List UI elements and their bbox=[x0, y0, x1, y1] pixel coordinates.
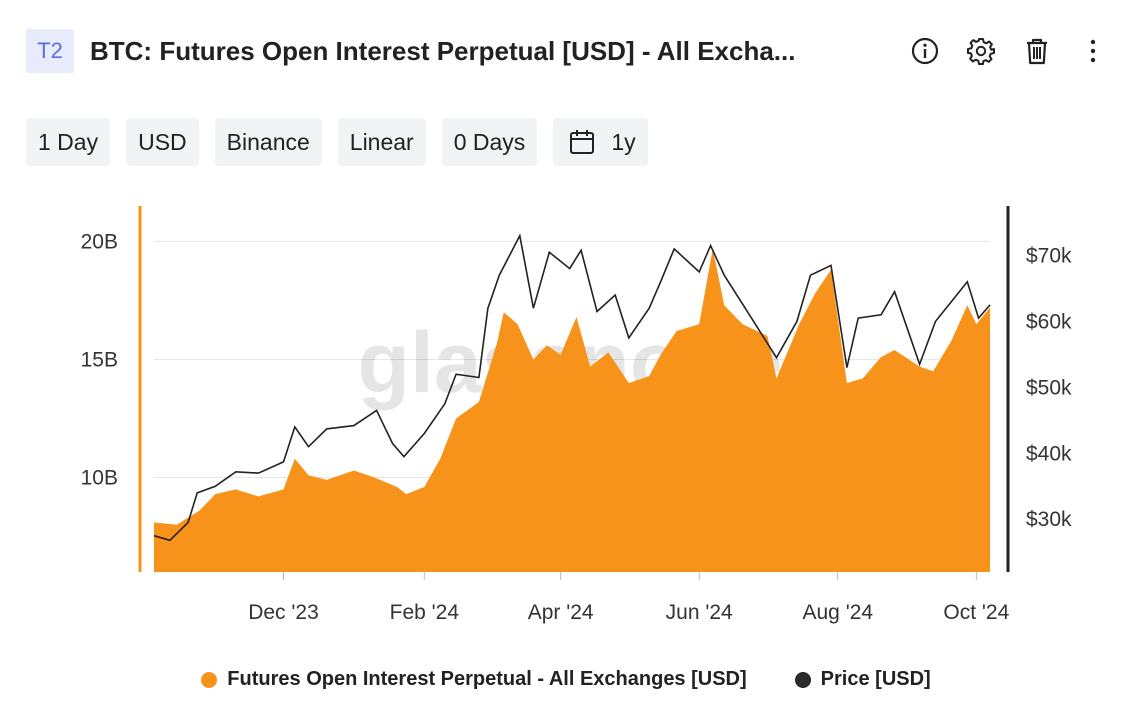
legend-dot-orange bbox=[201, 671, 218, 688]
chart-toolbar: 1 Day USD Binance Linear 0 Days 1y bbox=[26, 118, 648, 166]
right-tick-label: $60k bbox=[1026, 310, 1072, 333]
x-tick-label: Aug '24 bbox=[803, 601, 874, 624]
left-tick-label: 15B bbox=[81, 348, 118, 371]
trash-icon[interactable] bbox=[1018, 32, 1056, 70]
x-tick-label: Oct '24 bbox=[943, 601, 1009, 624]
x-tick-label: Jun '24 bbox=[666, 601, 733, 624]
range-label: 1y bbox=[611, 128, 636, 155]
right-tick-label: $50k bbox=[1026, 376, 1072, 399]
chart-title: BTC: Futures Open Interest Perpetual [US… bbox=[90, 35, 796, 66]
left-tick-label: 10B bbox=[81, 467, 118, 490]
chart-legend: Futures Open Interest Perpetual - All Ex… bbox=[0, 668, 1132, 691]
x-axis-ticks: Dec '23 Feb '24 Apr '24 Jun '24 Aug '24 Oct '… bbox=[248, 572, 1010, 624]
header-actions bbox=[906, 32, 1112, 70]
open-interest-area bbox=[154, 248, 990, 572]
right-axis-ticks: $30k $40k $50k $60k $70k bbox=[1026, 244, 1072, 531]
more-vertical-icon[interactable] bbox=[1074, 32, 1112, 70]
chart-header: T2 BTC: Futures Open Interest Perpetual … bbox=[26, 28, 1112, 74]
x-tick-label: Dec '23 bbox=[248, 601, 319, 624]
price-line bbox=[153, 233, 991, 542]
right-tick-label: $40k bbox=[1026, 442, 1072, 465]
legend-label-price: Price [USD] bbox=[820, 668, 931, 690]
exchange-select[interactable]: Binance bbox=[214, 118, 322, 166]
chart-tag-badge[interactable]: T2 bbox=[26, 29, 74, 73]
legend-dot-dark bbox=[794, 671, 811, 688]
legend-label-open-interest: Futures Open Interest Perpetual - All Ex… bbox=[227, 668, 747, 690]
right-tick-label: $30k bbox=[1026, 508, 1072, 531]
info-icon[interactable] bbox=[906, 32, 944, 70]
moving-average-select[interactable]: 0 Days bbox=[441, 118, 538, 166]
x-tick-label: Feb '24 bbox=[390, 601, 460, 624]
left-tick-label: 20B bbox=[81, 230, 118, 253]
calendar-icon bbox=[570, 130, 595, 154]
left-axis-ticks: 10B 15B 20B bbox=[81, 230, 118, 489]
resolution-select[interactable]: 1 Day bbox=[26, 118, 111, 166]
x-tick-label: Apr '24 bbox=[528, 601, 594, 624]
legend-item-open-interest[interactable]: Futures Open Interest Perpetual - All Ex… bbox=[201, 668, 747, 691]
right-tick-label: $70k bbox=[1026, 244, 1072, 267]
legend-item-price[interactable]: Price [USD] bbox=[794, 668, 931, 691]
gear-icon[interactable] bbox=[962, 32, 1000, 70]
range-select[interactable]: 1y bbox=[553, 118, 648, 166]
scale-select[interactable]: Linear bbox=[337, 118, 426, 166]
currency-select[interactable]: USD bbox=[126, 118, 199, 166]
